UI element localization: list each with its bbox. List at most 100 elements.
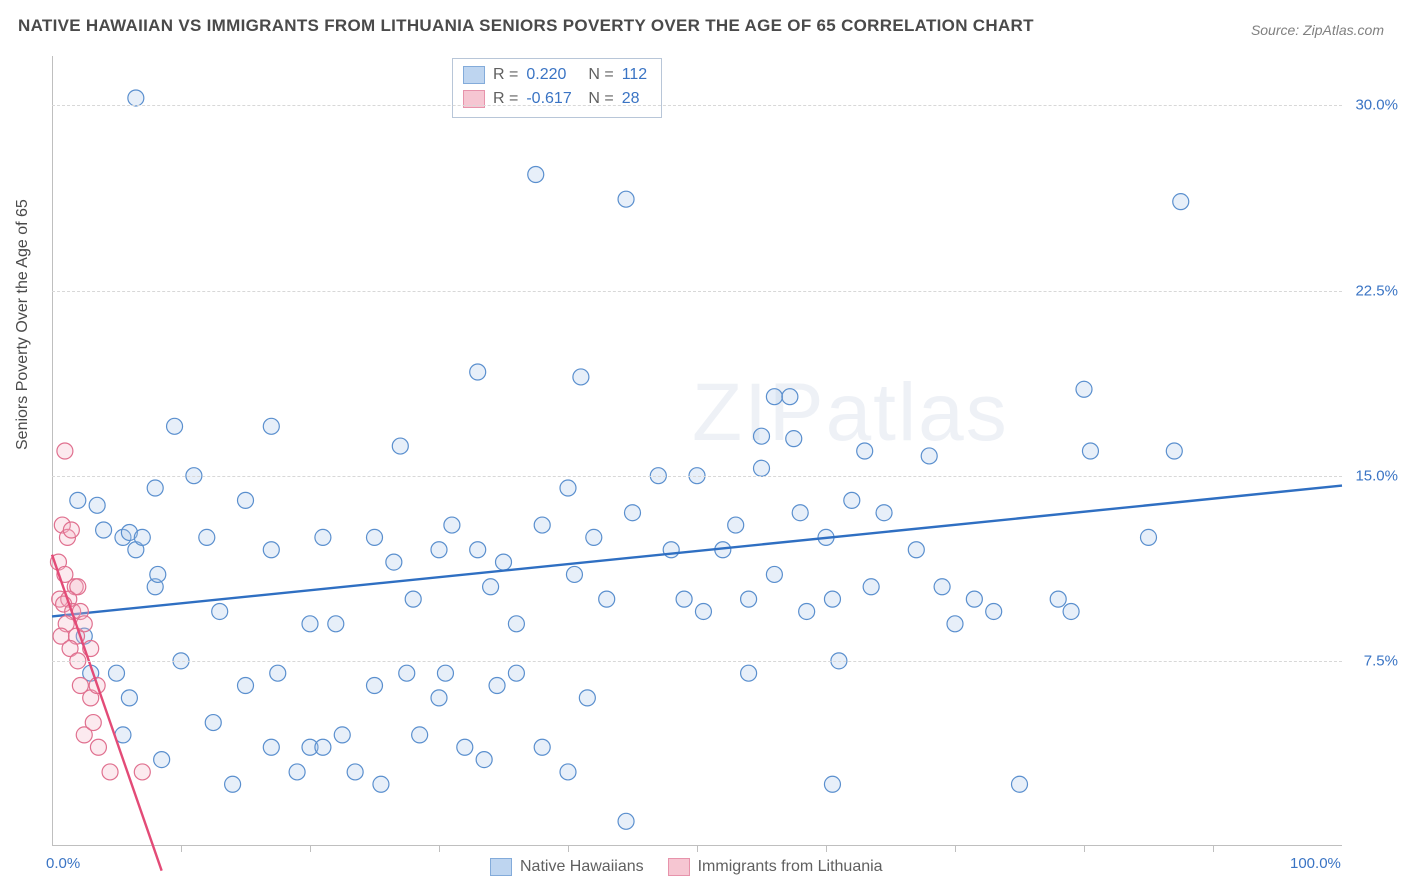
data-point: [405, 591, 421, 607]
data-point: [470, 364, 486, 380]
data-point: [263, 542, 279, 558]
data-point: [1141, 529, 1157, 545]
data-point: [534, 739, 550, 755]
data-point: [489, 678, 505, 694]
data-point: [96, 522, 112, 538]
y-axis-label: Seniors Poverty Over the Age of 65: [14, 199, 32, 450]
data-point: [147, 480, 163, 496]
data-point: [782, 389, 798, 405]
x-minor-tick: [1084, 846, 1085, 852]
x-tick-label: 100.0%: [1290, 855, 1341, 872]
swatch-series2-bottom: [668, 858, 690, 876]
data-point: [876, 505, 892, 521]
data-point: [560, 480, 576, 496]
data-point: [431, 542, 447, 558]
data-point: [154, 752, 170, 768]
data-point: [792, 505, 808, 521]
y-tick-label: 22.5%: [1355, 282, 1398, 299]
data-point: [109, 665, 125, 681]
data-point: [728, 517, 744, 533]
legend-item-series1: Native Hawaiians: [490, 858, 644, 876]
data-point: [302, 616, 318, 632]
data-point: [1173, 194, 1189, 210]
data-point: [496, 554, 512, 570]
data-point: [199, 529, 215, 545]
legend-item-series2: Immigrants from Lithuania: [668, 858, 883, 876]
data-point: [134, 529, 150, 545]
data-point: [766, 566, 782, 582]
grid-line: [52, 661, 1342, 662]
data-point: [863, 579, 879, 595]
data-point: [315, 739, 331, 755]
data-point: [70, 492, 86, 508]
x-minor-tick: [955, 846, 956, 852]
data-point: [347, 764, 363, 780]
data-point: [57, 443, 73, 459]
y-tick-label: 7.5%: [1364, 652, 1398, 669]
data-point: [270, 665, 286, 681]
data-point: [921, 448, 937, 464]
data-point: [392, 438, 408, 454]
data-point: [431, 690, 447, 706]
data-point: [328, 616, 344, 632]
data-point: [70, 579, 86, 595]
data-point: [824, 591, 840, 607]
data-point: [399, 665, 415, 681]
data-point: [695, 603, 711, 619]
data-point: [444, 517, 460, 533]
data-point: [586, 529, 602, 545]
data-point: [741, 591, 757, 607]
data-point: [573, 369, 589, 385]
data-point: [754, 428, 770, 444]
data-point: [89, 497, 105, 513]
data-point: [470, 542, 486, 558]
data-point: [566, 566, 582, 582]
x-minor-tick: [1213, 846, 1214, 852]
data-point: [1076, 381, 1092, 397]
data-point: [508, 616, 524, 632]
data-point: [476, 752, 492, 768]
data-point: [483, 579, 499, 595]
data-point: [508, 665, 524, 681]
data-point: [786, 431, 802, 447]
grid-line: [52, 105, 1342, 106]
data-point: [1063, 603, 1079, 619]
y-tick-label: 30.0%: [1355, 97, 1398, 114]
data-point: [315, 529, 331, 545]
data-point: [263, 739, 279, 755]
data-point: [844, 492, 860, 508]
data-point: [121, 690, 137, 706]
scatter-svg: [52, 56, 1342, 846]
data-point: [579, 690, 595, 706]
N-value-series1: 112: [622, 66, 648, 84]
source-attribution: Source: ZipAtlas.com: [1251, 22, 1384, 38]
data-point: [102, 764, 118, 780]
data-point: [1166, 443, 1182, 459]
data-point: [966, 591, 982, 607]
data-point: [528, 167, 544, 183]
data-point: [618, 191, 634, 207]
data-point: [457, 739, 473, 755]
legend-label-series1: Native Hawaiians: [520, 858, 644, 876]
grid-line: [52, 291, 1342, 292]
data-point: [1050, 591, 1066, 607]
grid-line: [52, 476, 1342, 477]
data-point: [908, 542, 924, 558]
data-point: [560, 764, 576, 780]
trendline: [52, 555, 162, 871]
data-point: [766, 389, 782, 405]
data-point: [437, 665, 453, 681]
data-point: [1082, 443, 1098, 459]
y-tick-label: 15.0%: [1355, 467, 1398, 484]
data-point: [386, 554, 402, 570]
data-point: [824, 776, 840, 792]
x-tick-label: 0.0%: [46, 855, 80, 872]
data-point: [238, 492, 254, 508]
x-minor-tick: [181, 846, 182, 852]
plot-area: ZIPatlas R = 0.220 N = 112 R = -0.617 N …: [52, 56, 1342, 846]
data-point: [150, 566, 166, 582]
data-point: [799, 603, 815, 619]
legend-row-series1: R = 0.220 N = 112: [463, 63, 647, 87]
data-point: [534, 517, 550, 533]
data-point: [225, 776, 241, 792]
